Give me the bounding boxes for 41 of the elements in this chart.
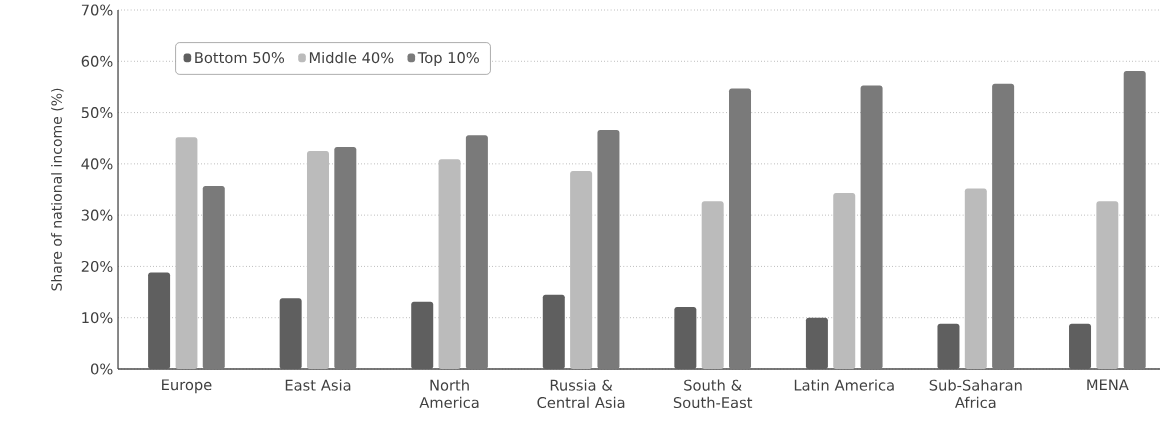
x-tick-label: Sub-Saharan Africa <box>929 379 1022 409</box>
bar <box>334 146 357 369</box>
bar <box>992 83 1015 369</box>
bar <box>411 301 434 369</box>
legend-label: Top 10% <box>417 52 479 66</box>
legend-label: Bottom 50% <box>195 52 285 64</box>
x-tick-label: North America <box>419 379 479 409</box>
bar <box>597 130 620 369</box>
y-tick-label: 70% <box>81 4 113 16</box>
y-tick-label: 30% <box>81 209 113 221</box>
x-tick-label: Russia & Central Asia <box>537 379 625 409</box>
bar <box>175 137 198 369</box>
bar <box>570 171 593 369</box>
bar <box>1069 323 1092 369</box>
x-tick-label: East Asia <box>285 379 351 391</box>
bar <box>202 185 225 369</box>
y-tick-label: 60% <box>81 55 113 67</box>
bar <box>1096 201 1119 369</box>
bar <box>701 201 724 369</box>
bar <box>306 151 329 369</box>
bar <box>833 193 856 369</box>
bar <box>729 88 752 369</box>
bar <box>1123 71 1146 369</box>
x-tick-label: Latin America <box>794 379 894 391</box>
bar <box>937 323 960 369</box>
x-tick-label: MENA <box>1087 379 1129 391</box>
x-tick-label: Europe <box>162 379 212 394</box>
bar <box>148 272 171 369</box>
bar <box>674 306 697 369</box>
bar <box>964 188 987 369</box>
y-tick-label: 50% <box>81 107 113 119</box>
bar <box>860 85 883 369</box>
y-tick-label: 20% <box>81 260 113 272</box>
y-tick-label: 40% <box>81 158 113 170</box>
legend-label: Middle 40% <box>309 51 394 64</box>
y-tick-label: 10% <box>82 312 113 324</box>
bar <box>438 159 461 369</box>
y-axis-title: Share of national income (%) <box>51 88 64 291</box>
y-tick-label: 0% <box>91 363 113 375</box>
bar <box>465 135 488 369</box>
x-tick-label: South & South-East <box>673 379 753 409</box>
